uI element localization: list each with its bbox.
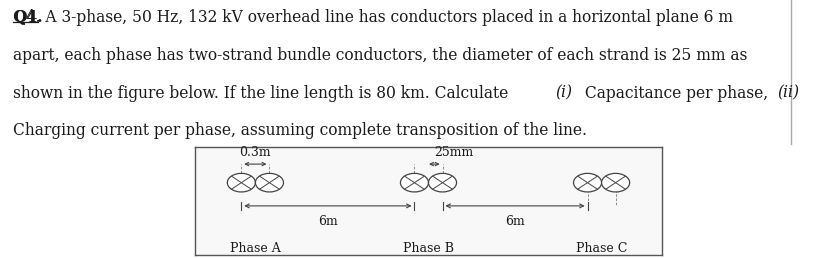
Text: (i): (i) [554, 85, 571, 102]
Circle shape [227, 173, 255, 192]
Text: 6m: 6m [504, 215, 524, 228]
Circle shape [400, 173, 428, 192]
Text: 6m: 6m [318, 215, 337, 228]
Text: Phase C: Phase C [576, 242, 627, 255]
Text: 0.3m: 0.3m [239, 147, 271, 159]
Text: (ii): (ii) [776, 85, 798, 102]
Text: Q4.: Q4. [13, 9, 43, 26]
Circle shape [428, 173, 456, 192]
Text: Capacitance per phase,: Capacitance per phase, [579, 85, 772, 102]
Circle shape [601, 173, 629, 192]
Text: Charging current per phase, assuming complete transposition of the line.: Charging current per phase, assuming com… [13, 122, 586, 139]
Circle shape [573, 173, 601, 192]
Text: shown in the figure below. If the line length is 80 km. Calculate: shown in the figure below. If the line l… [13, 85, 513, 102]
Text: Phase B: Phase B [403, 242, 453, 255]
Text: 25mm: 25mm [434, 147, 473, 159]
Circle shape [255, 173, 283, 192]
Text: apart, each phase has two-strand bundle conductors, the diameter of each strand : apart, each phase has two-strand bundle … [13, 47, 747, 64]
Text: Phase A: Phase A [230, 242, 280, 255]
Text: Q4. A 3-phase, 50 Hz, 132 kV overhead line has conductors placed in a horizontal: Q4. A 3-phase, 50 Hz, 132 kV overhead li… [13, 9, 732, 26]
